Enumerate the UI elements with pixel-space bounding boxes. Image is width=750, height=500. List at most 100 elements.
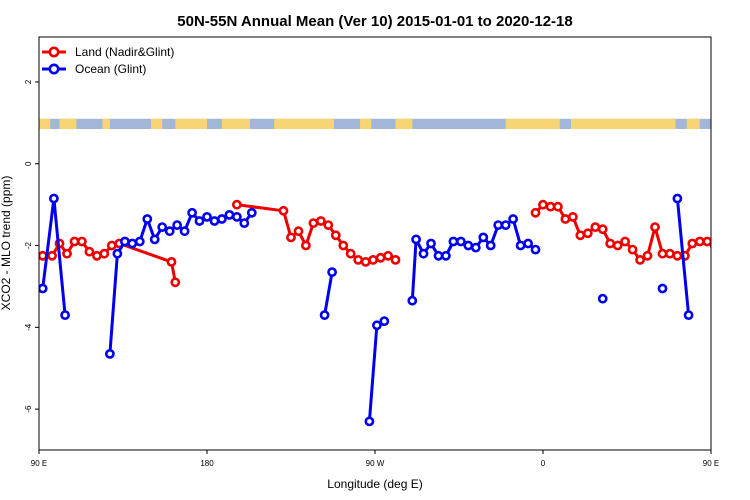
data-point — [530, 207, 541, 218]
data-point — [463, 240, 474, 251]
x-tick-label: 90 E — [31, 459, 47, 468]
data-point — [390, 254, 401, 265]
data-point — [127, 238, 138, 249]
data-point — [726, 252, 733, 259]
data-point — [246, 207, 257, 218]
data-point — [105, 348, 115, 359]
data-point — [202, 211, 212, 222]
data-point — [364, 416, 375, 427]
data-point — [327, 267, 337, 277]
data-point — [300, 240, 311, 251]
data-point — [730, 350, 737, 357]
data-point — [166, 256, 177, 267]
data-point — [418, 248, 429, 259]
band-land-segment — [221, 118, 250, 130]
x-axis: 90 E 180 90 W 0 90 E — [31, 450, 719, 468]
data-point — [353, 254, 364, 265]
legend-marker-ocean — [48, 63, 60, 75]
data-point — [508, 214, 518, 224]
data-point — [597, 224, 608, 235]
data-point — [745, 238, 750, 245]
data-point — [62, 248, 72, 259]
data-point — [179, 226, 190, 237]
data-point — [575, 230, 586, 241]
series-layer — [39, 193, 750, 427]
data-point — [170, 277, 181, 288]
legend-label-land: Land (Nadir&Glint) — [75, 45, 174, 59]
data-point — [597, 293, 608, 304]
data-point — [231, 199, 242, 210]
data-point — [672, 193, 683, 204]
data-point — [149, 234, 160, 245]
data-point — [620, 236, 630, 247]
data-point — [47, 250, 57, 261]
band-land-segment — [360, 118, 372, 130]
data-point — [530, 244, 541, 255]
data-point — [134, 236, 145, 247]
data-point — [702, 236, 711, 247]
data-point — [605, 238, 616, 249]
x-tick-label: 90 E — [703, 459, 719, 468]
data-point — [411, 234, 421, 245]
x-axis-label: Longitude (deg E) — [327, 477, 422, 491]
data-point — [239, 218, 250, 228]
data-point — [375, 252, 386, 263]
data-point — [319, 310, 330, 320]
x-tick-label: 180 — [200, 459, 214, 468]
y-axis: -6 -4 -2 0 2 — [24, 79, 39, 413]
data-point — [338, 240, 349, 251]
data-point — [560, 214, 571, 224]
band-land-segment — [571, 118, 676, 130]
data-point — [642, 250, 653, 261]
band-land-segment — [505, 118, 560, 130]
data-point — [665, 248, 675, 259]
data-point — [470, 242, 481, 253]
data-point — [323, 220, 334, 230]
data-point — [172, 220, 182, 230]
data-point — [485, 240, 496, 251]
data-point — [216, 214, 227, 224]
data-point — [106, 240, 117, 251]
data-point — [538, 199, 548, 210]
data-point — [39, 283, 48, 294]
data-point — [157, 222, 168, 232]
y-tick-label: 0 — [24, 161, 33, 166]
data-point — [60, 310, 70, 320]
data-point — [627, 244, 638, 255]
data-point — [719, 248, 726, 255]
data-point — [500, 220, 511, 230]
data-point — [164, 226, 175, 237]
data-point — [737, 250, 744, 257]
data-point — [582, 228, 593, 239]
data-point — [694, 236, 705, 247]
band-land-segment — [175, 118, 207, 130]
y-tick-label: 2 — [24, 79, 33, 84]
data-point — [194, 216, 205, 226]
series-line — [323, 271, 334, 316]
data-point — [734, 250, 741, 257]
data-point — [553, 201, 563, 212]
land-ocean-band — [39, 118, 734, 130]
data-point — [345, 248, 356, 259]
data-point — [478, 232, 489, 243]
data-point — [368, 254, 378, 265]
data-point — [709, 242, 711, 249]
data-point — [187, 207, 197, 218]
data-point — [612, 240, 623, 251]
data-point — [49, 193, 59, 204]
band-land-segment — [686, 118, 700, 130]
series-line — [367, 319, 386, 422]
data-point — [515, 240, 526, 251]
data-point — [383, 250, 393, 261]
y-tick-label: -4 — [24, 323, 33, 331]
legend-label-ocean: Ocean (Glint) — [75, 62, 146, 76]
data-point — [568, 211, 578, 222]
data-point — [672, 250, 683, 261]
data-point — [315, 216, 326, 226]
band-land-segment — [730, 119, 734, 129]
band-land-segment — [39, 118, 51, 130]
data-point — [286, 232, 296, 243]
series-line — [410, 217, 537, 301]
series-land — [39, 199, 741, 288]
